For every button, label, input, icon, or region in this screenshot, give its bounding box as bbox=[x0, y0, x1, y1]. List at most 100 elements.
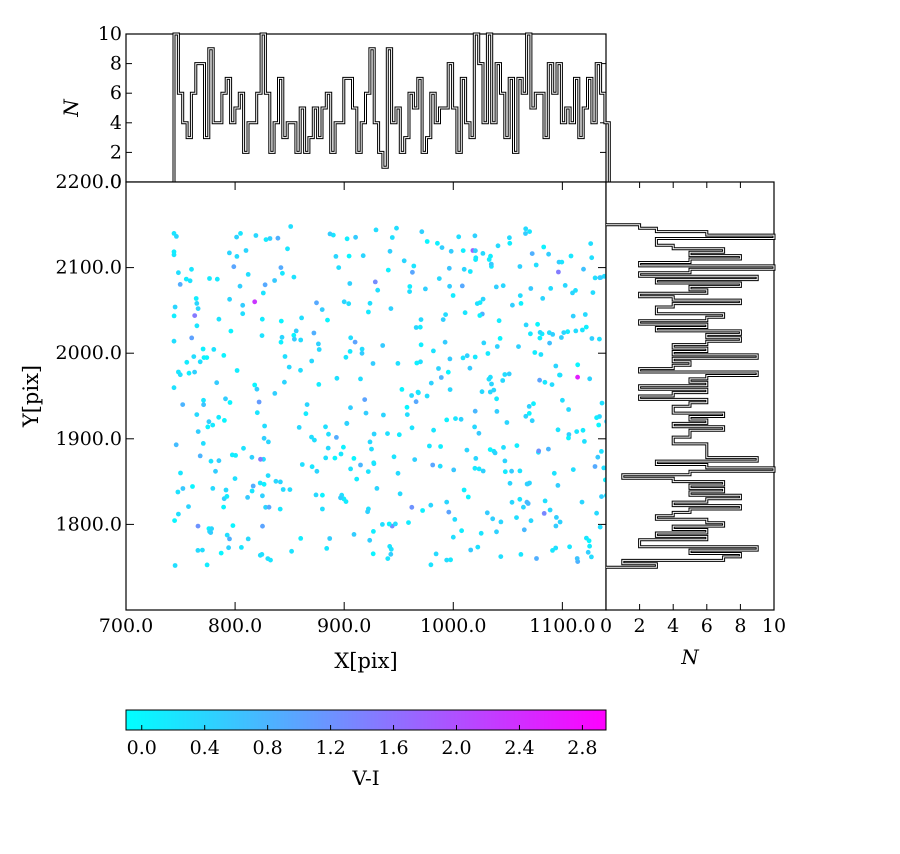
scatter-point bbox=[348, 466, 353, 472]
scatter-point bbox=[172, 563, 178, 568]
scatter-point bbox=[518, 301, 524, 306]
scatter-point bbox=[464, 353, 470, 359]
scatter-point bbox=[451, 467, 457, 473]
scatter-point bbox=[517, 468, 523, 474]
scatter-point bbox=[448, 557, 453, 563]
scatter-point bbox=[424, 239, 430, 244]
top-y-tick-label: 2 bbox=[110, 141, 122, 163]
scatter-point bbox=[465, 494, 471, 500]
scatter-point bbox=[262, 423, 267, 429]
scatter-point bbox=[231, 264, 237, 270]
scatter-point bbox=[314, 468, 320, 474]
scatter-point bbox=[524, 499, 530, 505]
scatter-point bbox=[574, 556, 580, 561]
x-axis-label: X[pix] bbox=[334, 649, 397, 673]
scatter-point bbox=[375, 287, 381, 293]
scatter-point bbox=[266, 504, 272, 510]
scatter-point bbox=[385, 556, 391, 561]
scatter-point bbox=[367, 300, 373, 306]
scatter-point bbox=[391, 454, 397, 460]
scatter-point bbox=[540, 296, 546, 301]
scatter-point bbox=[570, 313, 576, 319]
scatter-point bbox=[252, 382, 258, 388]
scatter-point bbox=[439, 245, 445, 251]
scatter-point bbox=[597, 524, 603, 530]
right-x-tick-label: 4 bbox=[667, 615, 679, 637]
scatter-point bbox=[314, 300, 319, 306]
scatter-point bbox=[227, 296, 233, 302]
scatter-point bbox=[214, 276, 220, 282]
scatter-point bbox=[590, 290, 596, 295]
scatter-point bbox=[467, 269, 473, 274]
scatter-point bbox=[570, 290, 575, 296]
scatter-point bbox=[332, 455, 338, 461]
scatter-point bbox=[435, 240, 440, 246]
scatter-point bbox=[184, 359, 190, 365]
scatter-point bbox=[372, 279, 378, 285]
scatter-point bbox=[528, 286, 534, 291]
scatter-point bbox=[291, 274, 297, 280]
scatter-point bbox=[461, 266, 467, 272]
scatter-point bbox=[296, 425, 302, 430]
scatter-point bbox=[395, 361, 401, 366]
scatter-point bbox=[467, 365, 473, 371]
scatter-point bbox=[518, 552, 524, 557]
scatter-point bbox=[323, 424, 328, 430]
x-tick-label: 800.0 bbox=[208, 615, 262, 637]
scatter-point bbox=[388, 306, 394, 311]
scatter-point bbox=[579, 499, 585, 505]
scatter-point bbox=[194, 323, 200, 329]
scatter-point bbox=[360, 253, 366, 259]
scatter-point bbox=[464, 447, 470, 453]
scatter-point bbox=[208, 530, 214, 535]
scatter-point bbox=[289, 548, 294, 554]
scatter-point bbox=[480, 251, 486, 256]
scatter-point bbox=[285, 246, 290, 252]
scatter-point bbox=[387, 248, 393, 254]
scatter-point bbox=[223, 487, 229, 493]
top-y-tick-label: 6 bbox=[110, 82, 122, 104]
scatter-point bbox=[268, 557, 273, 563]
scatter-point bbox=[472, 424, 477, 430]
scatter-point bbox=[431, 427, 436, 433]
scatter-point bbox=[412, 457, 418, 462]
scatter-point bbox=[192, 313, 198, 318]
scatter-point bbox=[359, 350, 365, 356]
scatter-point bbox=[352, 339, 358, 345]
scatter-point bbox=[240, 302, 246, 308]
scatter-point bbox=[559, 259, 565, 265]
scatter-point bbox=[224, 532, 230, 538]
scatter-point bbox=[416, 390, 421, 396]
scatter-point bbox=[218, 550, 224, 556]
scatter-point bbox=[428, 562, 434, 568]
scatter-point bbox=[479, 389, 485, 395]
scatter-point bbox=[541, 244, 547, 250]
scatter-point bbox=[194, 301, 200, 306]
scatter-point bbox=[260, 493, 265, 499]
scatter-point bbox=[423, 286, 428, 292]
scatter-point bbox=[261, 435, 267, 441]
scatter-point bbox=[496, 318, 502, 324]
right-histogram: 0 2 4 6 8 10 N bbox=[600, 181, 786, 669]
scatter-point bbox=[557, 519, 563, 525]
scatter-point bbox=[472, 408, 478, 414]
scatter-point bbox=[570, 467, 576, 472]
scatter-point bbox=[254, 410, 260, 416]
scatter-point bbox=[553, 363, 559, 369]
scatter-point bbox=[575, 374, 580, 380]
scatter-point bbox=[238, 231, 243, 236]
scatter-point bbox=[324, 546, 330, 551]
scatter-point bbox=[189, 266, 194, 272]
scatter-point bbox=[493, 284, 499, 290]
scatter-point bbox=[523, 322, 529, 328]
y-tick-label: 2000.0 bbox=[56, 342, 122, 364]
scatter-point bbox=[551, 470, 557, 476]
scatter-point bbox=[186, 504, 191, 509]
scatter-point bbox=[445, 369, 451, 375]
scatter-point bbox=[407, 289, 412, 294]
scatter-point bbox=[223, 396, 228, 402]
scatter-point bbox=[316, 382, 322, 387]
scatter-point bbox=[237, 283, 243, 289]
scatter-point bbox=[216, 414, 222, 420]
scatter-point bbox=[197, 453, 203, 459]
